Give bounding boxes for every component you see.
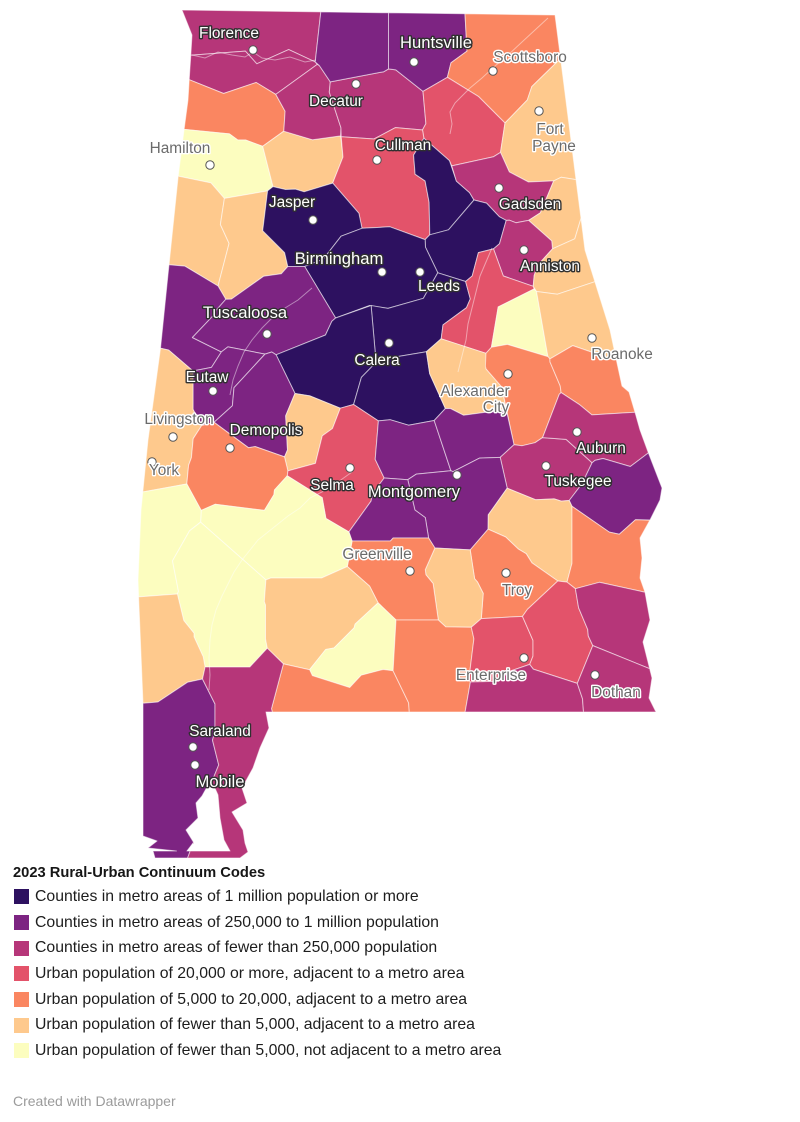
svg-text:Dothan: Dothan bbox=[591, 684, 641, 701]
svg-text:Livingston: Livingston bbox=[144, 411, 213, 428]
svg-text:Fort: Fort bbox=[536, 121, 564, 138]
svg-text:Greenville: Greenville bbox=[342, 546, 411, 563]
svg-text:Tuskegee: Tuskegee bbox=[544, 473, 611, 490]
svg-text:Demopolis: Demopolis bbox=[230, 422, 303, 439]
svg-text:Payne: Payne bbox=[532, 138, 576, 155]
svg-text:Troy: Troy bbox=[502, 582, 533, 599]
svg-text:Calera: Calera bbox=[354, 352, 400, 369]
svg-text:Montgomery: Montgomery bbox=[368, 482, 461, 501]
svg-text:Leeds: Leeds bbox=[418, 278, 460, 295]
svg-text:York: York bbox=[149, 462, 180, 479]
svg-text:Hamilton: Hamilton bbox=[150, 140, 211, 157]
svg-text:Eutaw: Eutaw bbox=[186, 369, 230, 386]
svg-text:Cullman: Cullman bbox=[375, 137, 431, 154]
svg-text:Florence: Florence bbox=[199, 25, 259, 42]
svg-text:Gadsden: Gadsden bbox=[499, 196, 561, 213]
svg-text:Saraland: Saraland bbox=[189, 723, 251, 740]
svg-text:Enterprise: Enterprise bbox=[456, 667, 526, 684]
svg-text:Roanoke: Roanoke bbox=[591, 346, 653, 363]
svg-text:Auburn: Auburn bbox=[576, 440, 626, 457]
svg-text:City: City bbox=[483, 399, 510, 416]
svg-text:Mobile: Mobile bbox=[196, 772, 245, 791]
svg-text:Birmingham: Birmingham bbox=[295, 249, 384, 268]
svg-text:Alexander: Alexander bbox=[440, 383, 509, 400]
svg-text:Huntsville: Huntsville bbox=[400, 33, 472, 52]
svg-text:Scottsboro: Scottsboro bbox=[493, 49, 567, 66]
svg-text:Tuscaloosa: Tuscaloosa bbox=[203, 303, 288, 322]
svg-text:Jasper: Jasper bbox=[269, 194, 315, 211]
svg-text:Selma: Selma bbox=[310, 477, 354, 494]
svg-text:Decatur: Decatur bbox=[309, 93, 363, 110]
svg-text:Anniston: Anniston bbox=[520, 258, 580, 275]
